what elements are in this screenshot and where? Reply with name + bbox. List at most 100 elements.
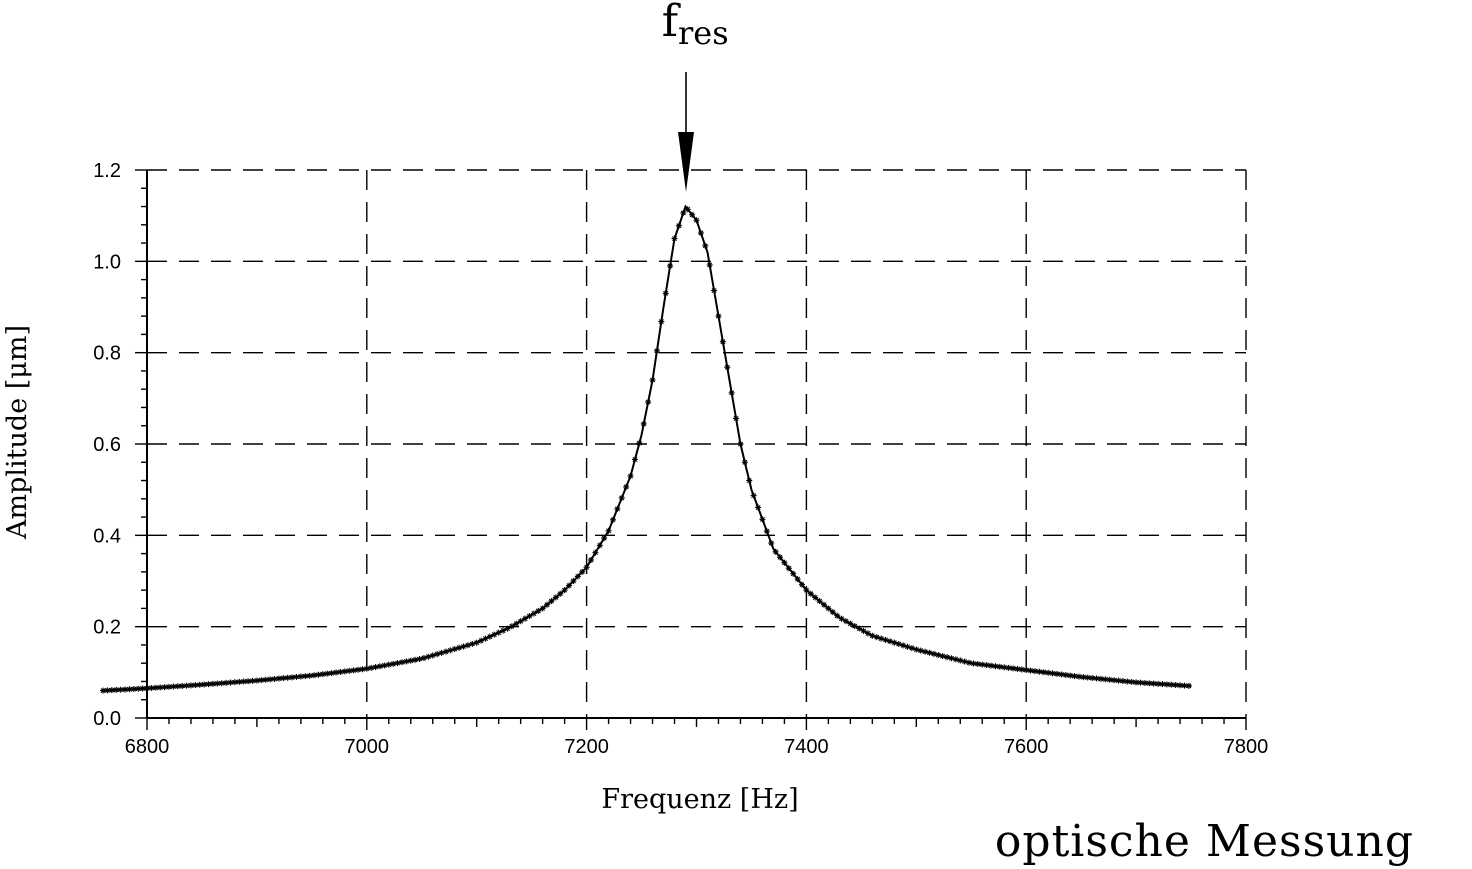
data-point-marker (574, 573, 581, 580)
data-point-marker (983, 662, 990, 669)
data-point-marker (442, 648, 449, 655)
marker-stroke (100, 688, 106, 694)
marker-stroke (289, 674, 295, 680)
series-line (102, 204, 1192, 692)
marker-stroke (1129, 679, 1135, 685)
data-point-marker (728, 389, 735, 396)
marker-stroke (368, 665, 374, 671)
marker-stroke (764, 528, 770, 534)
data-point-marker (253, 677, 260, 684)
marker-stroke (359, 666, 365, 672)
marker-stroke (711, 288, 717, 294)
data-point-marker (552, 594, 559, 601)
data-point-marker (693, 217, 700, 224)
data-point-marker (346, 667, 353, 674)
data-point-marker (675, 222, 682, 229)
data-point-marker (957, 657, 964, 664)
marker-stroke (381, 662, 387, 668)
caption-optische-messung: optische Messung (995, 816, 1414, 867)
data-point-marker (218, 680, 225, 687)
marker-stroke (746, 478, 752, 484)
marker-stroke (1151, 681, 1157, 687)
marker-stroke (386, 662, 392, 668)
data-point-marker (486, 633, 493, 640)
marker-stroke (944, 654, 950, 660)
x-axis-title: Frequenz [Hz] (601, 784, 798, 815)
marker-stroke (896, 641, 902, 647)
data-point-marker (667, 262, 674, 269)
data-point-marker (306, 672, 313, 679)
data-point-marker (429, 652, 436, 659)
marker-stroke (126, 686, 132, 692)
marker-stroke (390, 661, 396, 667)
x-tick-label: 7600 (1004, 736, 1049, 758)
data-point-marker (781, 559, 788, 566)
marker-stroke (513, 621, 519, 627)
marker-stroke (795, 576, 801, 582)
data-point-marker (1150, 680, 1157, 687)
marker-stroke (966, 660, 972, 666)
marker-stroke (241, 679, 247, 685)
data-point-marker (829, 609, 836, 616)
marker-stroke (509, 623, 515, 629)
data-point-marker (434, 651, 441, 658)
data-point-marker (1137, 679, 1144, 686)
x-tick-label: 7000 (345, 736, 390, 758)
marker-stroke (636, 440, 642, 446)
data-point-marker (522, 615, 529, 622)
marker-stroke (250, 678, 255, 684)
data-point-marker (548, 598, 555, 605)
y-tick-labels: 0.0 0.2 0.4 0.6 0.8 1.0 1.2 (93, 160, 121, 730)
marker-stroke (865, 630, 871, 636)
data-point-marker (772, 548, 779, 555)
marker-stroke (104, 687, 110, 693)
y-tick-label: 0.8 (93, 343, 121, 365)
marker-stroke (724, 364, 730, 370)
marker-stroke (948, 655, 954, 661)
data-point-marker (869, 632, 876, 639)
data-point-marker (469, 640, 476, 647)
marker-stroke (1142, 680, 1148, 686)
data-point-marker (376, 663, 383, 670)
fres-arrow-head (678, 132, 695, 192)
data-point-marker (785, 565, 792, 572)
data-point-marker (979, 661, 986, 668)
marker-stroke (799, 582, 805, 588)
data-point-marker (838, 615, 845, 622)
marker-stroke (1186, 683, 1192, 689)
data-point-marker (482, 635, 489, 642)
marker-stroke (632, 457, 638, 463)
data-point-marker (966, 659, 973, 666)
marker-stroke (997, 664, 1003, 670)
marker-stroke (1080, 674, 1086, 680)
marker-stroke (834, 613, 840, 619)
y-tick-label: 1.0 (93, 251, 121, 273)
marker-stroke (113, 687, 119, 693)
marker-stroke (698, 230, 704, 236)
marker-stroke (553, 594, 559, 600)
marker-stroke (1124, 679, 1130, 684)
data-point-marker (1172, 682, 1179, 689)
data-point-marker (895, 641, 902, 648)
marker-stroke (1045, 670, 1051, 676)
marker-stroke (680, 210, 686, 216)
marker-stroke (658, 319, 664, 325)
data-point-marker (816, 598, 823, 605)
marker-stroke (940, 653, 946, 659)
marker-stroke (768, 540, 774, 546)
marker-stroke (918, 648, 924, 654)
marker-stroke (170, 684, 176, 690)
marker-stroke (500, 628, 506, 634)
marker-stroke (504, 626, 510, 632)
marker-stroke (1173, 682, 1179, 688)
marker-stroke (337, 669, 343, 675)
marker-stroke (474, 640, 480, 646)
data-point-marker (179, 682, 186, 689)
data-point-marker (236, 678, 243, 685)
marker-stroke (672, 236, 678, 241)
marker-stroke (1076, 674, 1082, 680)
data-point-marker (1185, 682, 1192, 689)
data-point-marker (961, 658, 968, 665)
marker-stroke (843, 618, 849, 624)
marker-stroke (861, 628, 867, 634)
